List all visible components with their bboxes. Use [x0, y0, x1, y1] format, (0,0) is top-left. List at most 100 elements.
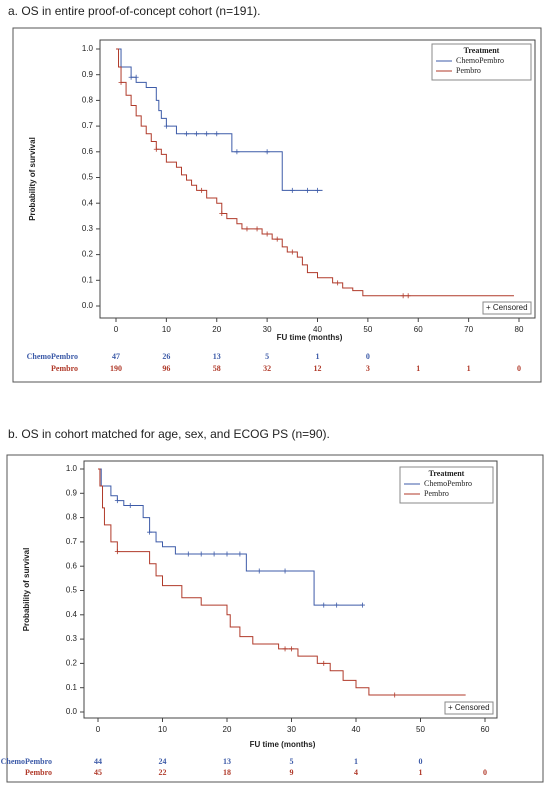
x-tick-label: 20	[223, 725, 232, 734]
censor-mark	[198, 551, 204, 557]
censor-mark	[392, 692, 398, 698]
y-tick-label: 0.4	[82, 198, 94, 207]
survival-curve	[98, 468, 466, 696]
risk-value: 18	[223, 768, 231, 777]
censor-legend: + Censored	[486, 303, 528, 312]
censor-mark	[405, 293, 411, 299]
x-axis-label: FU time (months)	[277, 333, 343, 342]
legend-label: Pembro	[456, 66, 481, 75]
censor-mark	[289, 249, 295, 255]
x-tick-label: 70	[464, 325, 473, 334]
censor-mark	[224, 551, 230, 557]
censor-mark	[282, 568, 288, 574]
risk-value: 1	[416, 364, 420, 373]
risk-value: 5	[290, 757, 294, 766]
risk-value: 0	[366, 352, 370, 361]
y-axis-label: Probability of survival	[28, 137, 37, 221]
censor-mark	[264, 149, 270, 155]
legend-box	[399, 466, 494, 504]
censor-mark	[185, 551, 191, 557]
y-tick-label: 0.9	[82, 70, 94, 79]
censor-mark	[114, 498, 120, 504]
y-tick-label: 0.4	[66, 610, 78, 619]
censor-legend-box	[444, 701, 494, 715]
risk-value: 24	[159, 757, 167, 766]
risk-row-label: ChemoPembro	[27, 352, 78, 361]
risk-value: 1	[354, 757, 358, 766]
y-tick-label: 0.5	[82, 173, 94, 182]
y-tick-label: 1.0	[82, 44, 94, 53]
x-tick-label: 30	[263, 325, 272, 334]
x-tick-label: 10	[158, 725, 167, 734]
risk-value: 26	[162, 352, 170, 361]
censor-mark	[163, 123, 169, 129]
censor-mark	[147, 529, 153, 535]
censor-mark	[256, 568, 262, 574]
x-tick-label: 40	[352, 725, 361, 734]
x-tick-label: 0	[114, 325, 119, 334]
risk-value: 5	[265, 352, 269, 361]
risk-value: 9	[290, 768, 294, 777]
x-tick-label: 80	[515, 325, 524, 334]
y-tick-label: 0.2	[82, 250, 94, 259]
censor-mark	[254, 226, 260, 232]
legend-box	[431, 43, 532, 81]
x-tick-label: 30	[287, 725, 296, 734]
censor-mark	[321, 602, 327, 608]
censor-mark	[400, 293, 406, 299]
censor-mark	[304, 187, 310, 193]
y-tick-label: 0.5	[66, 586, 78, 595]
survival-curve	[116, 48, 323, 191]
risk-value: 1	[467, 364, 471, 373]
risk-value: 0	[517, 364, 521, 373]
censor-mark	[335, 280, 341, 286]
x-tick-label: 20	[212, 325, 221, 334]
censor-mark	[282, 646, 288, 652]
risk-value: 22	[159, 768, 167, 777]
risk-value: 32	[263, 364, 271, 373]
risk-value: 58	[213, 364, 221, 373]
censor-mark	[204, 131, 210, 137]
x-tick-label: 50	[416, 725, 425, 734]
panel-border	[12, 27, 542, 383]
y-tick-label: 0.6	[82, 147, 94, 156]
censor-mark	[264, 231, 270, 237]
y-tick-label: 1.0	[66, 464, 78, 473]
y-tick-label: 0.8	[66, 513, 78, 522]
panel-title: a. OS in entire proof-of-concept cohort …	[8, 4, 260, 18]
censor-mark	[184, 131, 190, 137]
risk-value: 0	[419, 757, 423, 766]
censor-mark	[211, 551, 217, 557]
legend-title: Treatment	[464, 46, 500, 55]
risk-row-label: Pembro	[25, 768, 52, 777]
risk-value: 13	[213, 352, 221, 361]
y-tick-label: 0.8	[82, 96, 94, 105]
censor-legend-box	[482, 301, 532, 315]
risk-row-label: ChemoPembro	[1, 757, 52, 766]
panel-border	[6, 454, 544, 783]
censor-legend: + Censored	[448, 703, 490, 712]
y-tick-label: 0.2	[66, 659, 78, 668]
x-axis-label: FU time (months)	[250, 740, 316, 749]
censor-mark	[214, 131, 220, 137]
survival-curve	[116, 48, 514, 297]
censor-mark	[219, 210, 225, 216]
censor-mark	[128, 74, 134, 80]
censor-mark	[114, 549, 120, 555]
censor-mark	[315, 187, 320, 193]
legend-label: ChemoPembro	[456, 56, 504, 65]
risk-value: 45	[94, 768, 102, 777]
risk-value: 190	[110, 364, 122, 373]
censor-mark	[199, 187, 205, 193]
x-tick-label: 60	[481, 725, 490, 734]
censor-mark	[359, 602, 365, 608]
legend-label: ChemoPembro	[424, 479, 472, 488]
risk-value: 12	[314, 364, 322, 373]
censor-mark	[118, 79, 124, 85]
y-tick-label: 0.3	[82, 224, 94, 233]
risk-value: 0	[483, 768, 487, 777]
risk-value: 44	[94, 757, 102, 766]
censor-mark	[289, 187, 295, 193]
legend-label: Pembro	[424, 489, 449, 498]
